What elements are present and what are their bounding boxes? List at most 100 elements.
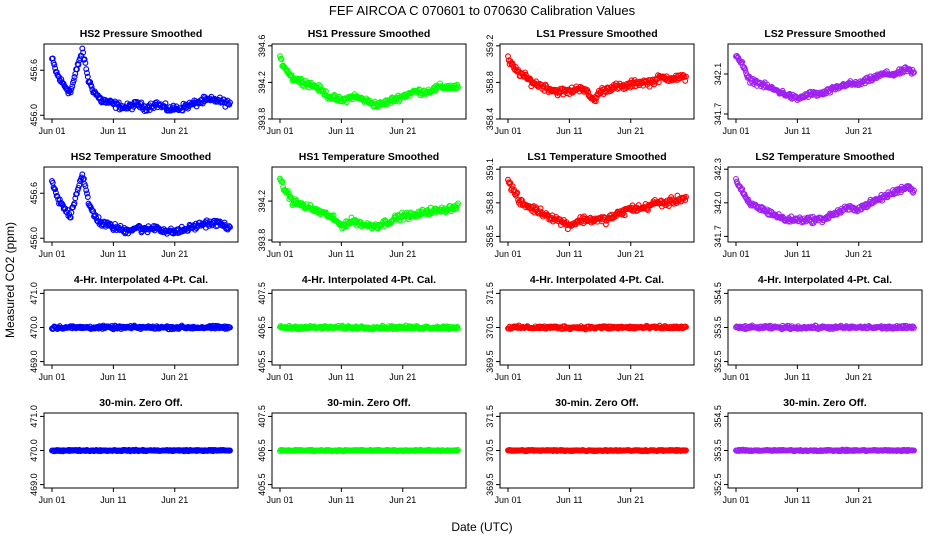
plot-frame	[43, 289, 239, 366]
data-point	[738, 186, 745, 193]
y-tick-label: 342.3	[713, 158, 723, 181]
x-tick-label: Jun 01	[266, 372, 293, 382]
panel-title: HS2 Temperature Smoothed	[71, 151, 211, 163]
data-point	[75, 184, 82, 191]
panel-title: 30-min. Zero Off.	[99, 397, 183, 409]
plot-frame	[499, 166, 695, 243]
data-point	[284, 188, 291, 194]
panel: HS1 Pressure Smoothed 393.8 394.2 394.6 Jun …	[257, 28, 467, 136]
x-tick-label: Jun 11	[556, 126, 582, 136]
y-tick-label: 342.0	[713, 192, 723, 215]
data-point	[284, 67, 291, 74]
x-tick-label: Jun 01	[266, 495, 293, 505]
data-series	[733, 322, 917, 333]
x-tick-label: Jun 01	[266, 249, 293, 259]
y-tick-label: 359.1	[485, 158, 495, 181]
data-point	[683, 447, 689, 454]
y-tick-label: 352.5	[713, 473, 723, 496]
data-series	[277, 53, 461, 110]
data-point	[68, 86, 75, 92]
data-point	[80, 175, 87, 182]
x-tick-label: Jun 21	[845, 495, 872, 505]
data-point	[514, 189, 521, 196]
x-tick-label: Jun 11	[556, 372, 582, 382]
x-tick-label: Jun 21	[389, 249, 416, 259]
data-point	[683, 73, 689, 80]
data-point	[179, 107, 186, 114]
plot-frame	[727, 43, 923, 120]
data-point	[665, 203, 672, 210]
y-tick-label: 354.5	[713, 282, 723, 305]
y-tick-label: 341.7	[713, 103, 723, 126]
x-tick-label: Jun 01	[38, 372, 65, 382]
x-tick-label: Jun 01	[494, 249, 521, 259]
y-tick-label: 456.0	[29, 104, 39, 127]
x-tick-label: Jun 21	[845, 249, 872, 259]
data-point	[185, 227, 191, 234]
data-point	[739, 185, 746, 192]
plot-frame	[499, 43, 695, 120]
data-point	[227, 324, 233, 331]
x-tick-label: Jun 11	[784, 126, 810, 136]
data-point	[162, 100, 169, 107]
y-tick-label: 406.5	[257, 439, 267, 462]
data-series	[505, 322, 689, 333]
data-point	[73, 190, 80, 197]
data-point	[453, 205, 460, 212]
y-tick-label: 407.5	[257, 282, 267, 305]
x-tick-label: Jun 01	[722, 249, 749, 259]
data-point	[83, 66, 90, 73]
y-tick-label: 471.0	[29, 405, 39, 428]
plot-frame	[271, 43, 467, 120]
x-tick-label: Jun 11	[556, 249, 582, 259]
x-tick-label: Jun 21	[161, 495, 188, 505]
data-series	[277, 322, 461, 333]
plot-frame	[43, 412, 239, 489]
x-tick-label: Jun 11	[556, 495, 582, 505]
x-tick-label: Jun 21	[845, 126, 872, 136]
y-tick-label: 394.2	[257, 190, 267, 213]
data-point	[674, 192, 681, 199]
y-tick-label: 470.0	[29, 439, 39, 462]
panel-title: LS2 Temperature Smoothed	[755, 151, 894, 163]
y-tick-label: 405.5	[257, 350, 267, 373]
y-tick-label: 354.5	[713, 405, 723, 428]
panel-grid: HS2 Pressure Smoothed 456.0 456.6 Jun 01 Jun…	[29, 28, 923, 505]
panel-title: 4-Hr. Interpolated 4-Pt. Cal.	[74, 274, 208, 286]
y-axis-label: Measured CO2 (ppm)	[3, 222, 17, 338]
data-series	[277, 446, 461, 455]
data-point	[277, 53, 283, 60]
y-tick-label: 358.8	[485, 71, 495, 94]
y-tick-label: 456.6	[29, 182, 39, 205]
data-series	[505, 446, 689, 455]
data-point	[505, 53, 511, 60]
data-point	[881, 194, 888, 201]
y-tick-label: 469.0	[29, 473, 39, 496]
data-point	[683, 323, 689, 330]
x-tick-label: Jun 11	[328, 249, 354, 259]
panel: 4-Hr. Interpolated 4-Pt. Cal. 469.0 470.0 4…	[29, 274, 239, 382]
panel-title: HS1 Pressure Smoothed	[308, 28, 431, 40]
data-series	[505, 176, 689, 233]
x-tick-label: Jun 01	[494, 372, 521, 382]
x-tick-label: Jun 01	[722, 126, 749, 136]
panel-title: 30-min. Zero Off.	[327, 397, 411, 409]
x-tick-label: Jun 21	[161, 249, 188, 259]
data-series	[49, 45, 233, 115]
y-tick-label: 370.5	[485, 316, 495, 339]
data-point	[105, 222, 112, 228]
x-tick-label: Jun 11	[328, 372, 354, 382]
data-point	[67, 89, 74, 96]
data-point	[823, 214, 830, 221]
data-point	[735, 54, 742, 61]
y-tick-label: 352.5	[713, 350, 723, 373]
data-point	[227, 99, 233, 106]
y-tick-label: 353.5	[713, 316, 723, 339]
panel: 4-Hr. Interpolated 4-Pt. Cal. 352.5 353.5 3…	[713, 274, 923, 382]
data-point	[910, 189, 917, 196]
x-tick-label: Jun 01	[722, 495, 749, 505]
y-tick-label: 393.8	[257, 108, 267, 131]
y-tick-label: 341.7	[713, 225, 723, 248]
panel-title: HS2 Pressure Smoothed	[80, 28, 203, 40]
